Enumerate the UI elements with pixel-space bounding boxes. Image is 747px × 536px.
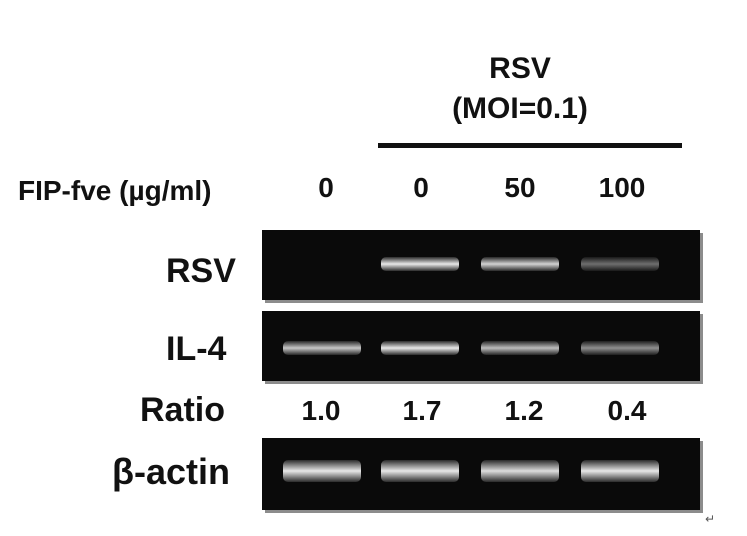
dose-value-lane-4: 100 xyxy=(598,172,646,203)
il4-gel-image xyxy=(283,341,659,355)
ratio-value-lane-1: 1.0 xyxy=(301,395,341,426)
rsv-band-lane-2 xyxy=(381,257,459,271)
ratio-value-lane-4: 0.4 xyxy=(607,395,647,426)
rsv-band-lane-3 xyxy=(481,257,559,271)
actin-band-lane-4 xyxy=(581,460,659,482)
il4-gel-panel xyxy=(262,311,700,381)
rsv-row-label: RSV xyxy=(166,252,236,290)
actin-band-lane-2 xyxy=(381,460,459,482)
actin-band-lane-3 xyxy=(481,460,559,482)
il4-band-lane-1 xyxy=(283,341,361,355)
rsv-header-label: RSV xyxy=(489,52,551,85)
dose-value-lane-1: 0 xyxy=(318,172,334,203)
ratio-row-label: Ratio xyxy=(140,391,225,429)
rsv-gel-image xyxy=(381,257,659,271)
rsv-gel-panel xyxy=(262,230,700,300)
rsv-band-lane-4 xyxy=(581,257,659,271)
il4-row-label: IL-4 xyxy=(166,330,227,368)
il4-band-lane-2 xyxy=(381,341,459,355)
beta-actin-row-label: β-actin xyxy=(112,451,230,492)
return-mark: ↵ xyxy=(705,512,716,526)
actin-band-lane-1 xyxy=(283,460,361,482)
ratio-value-lane-2: 1.7 xyxy=(402,395,442,426)
il4-band-lane-4 xyxy=(581,341,659,355)
rsv-group-bracket-line xyxy=(378,143,682,148)
dose-value-lane-3: 50 xyxy=(504,172,536,203)
beta-actin-gel-image xyxy=(283,460,659,482)
dose-value-lane-2: 0 xyxy=(413,172,429,203)
beta-actin-gel-panel xyxy=(262,438,700,510)
il4-band-lane-3 xyxy=(481,341,559,355)
fip-fve-dose-label: FIP-fve (µg/ml) xyxy=(18,175,212,206)
ratio-value-lane-3: 1.2 xyxy=(504,395,544,426)
moi-header-label: (MOI=0.1) xyxy=(452,92,588,125)
